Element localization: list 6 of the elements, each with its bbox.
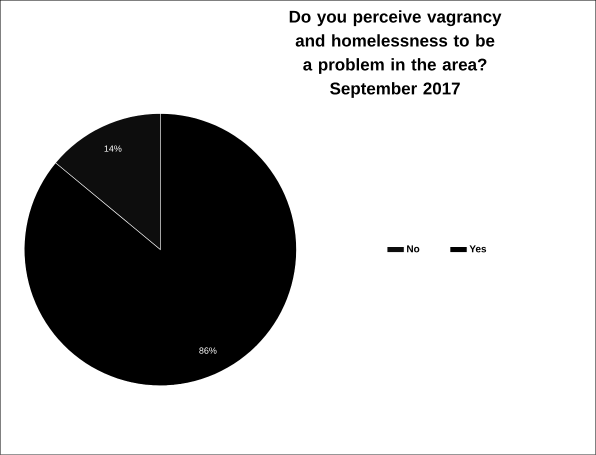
chart-title: Do you perceive vagrancy and homelessness to be a problem in the area? (290, 10, 502, 74)
chart-subtitle: September 2017 (330, 82, 460, 98)
data-label: 14% (104, 146, 122, 152)
legend-label: Yes (470, 245, 486, 252)
data-label: 86% (199, 347, 217, 354)
legend-label: No (407, 245, 420, 252)
